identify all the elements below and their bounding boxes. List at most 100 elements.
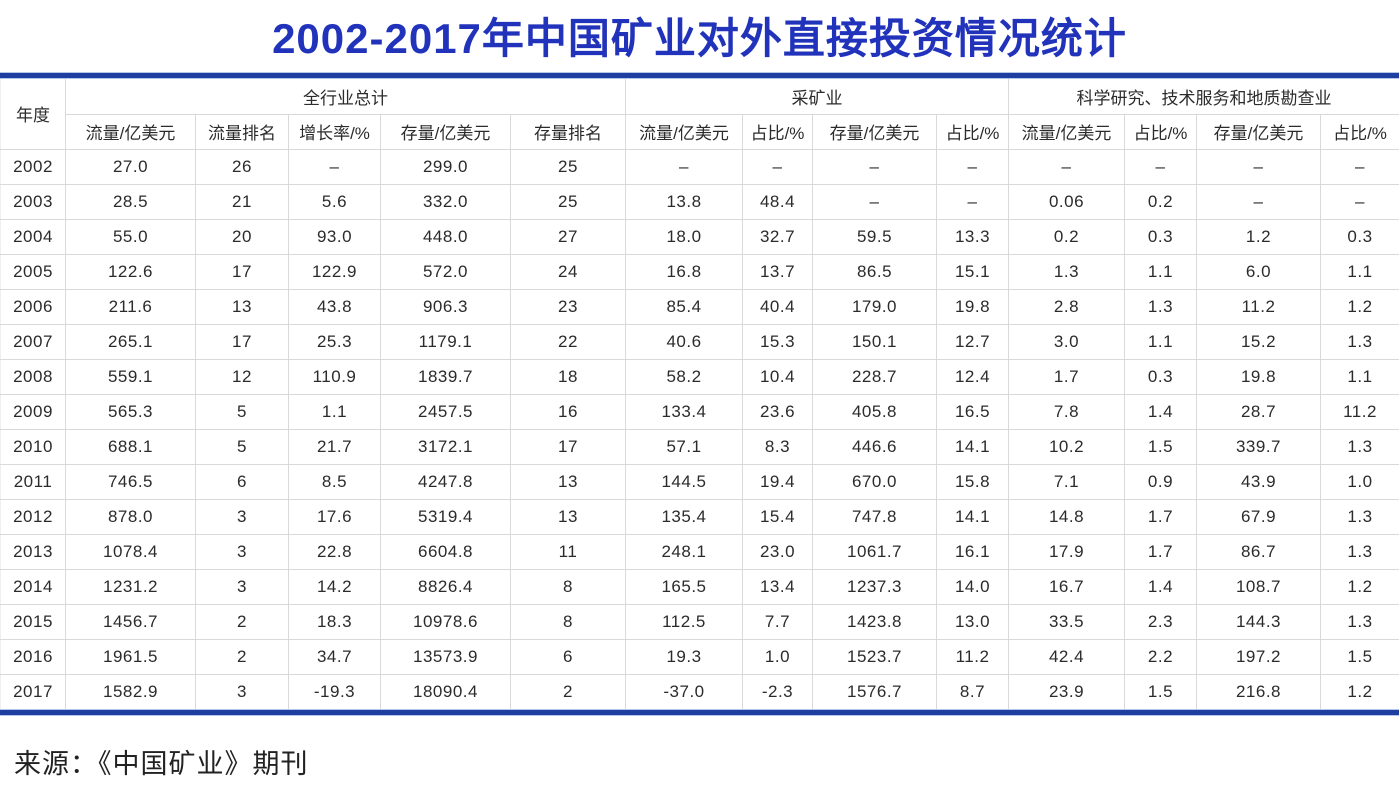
value-cell: 0.2 — [1008, 218, 1125, 255]
value-cell: 42.4 — [1008, 638, 1125, 675]
year-cell: 2012 — [0, 498, 66, 535]
value-cell: 1.0 — [742, 638, 813, 675]
value-cell: 13573.9 — [380, 638, 511, 675]
value-cell: 13 — [510, 498, 626, 535]
value-cell: 27 — [510, 218, 626, 255]
value-cell: 0.3 — [1320, 218, 1399, 255]
page-title: 2002-2017年中国矿业对外直接投资情况统计 — [272, 15, 1127, 62]
value-cell: 11.2 — [1196, 288, 1321, 325]
value-cell: 670.0 — [812, 463, 937, 500]
value-cell: 85.4 — [625, 288, 743, 325]
value-cell: 34.7 — [288, 638, 381, 675]
value-cell: 86.5 — [812, 253, 937, 290]
value-cell: 2.8 — [1008, 288, 1125, 325]
value-cell: 55.0 — [65, 218, 196, 255]
year-cell: 2014 — [0, 568, 66, 605]
value-cell: 12.4 — [936, 358, 1009, 395]
value-cell: 7.1 — [1008, 463, 1125, 500]
value-cell: 21.7 — [288, 428, 381, 465]
value-cell: -19.3 — [288, 673, 381, 709]
value-cell: 0.3 — [1124, 218, 1197, 255]
value-cell: 1423.8 — [812, 603, 937, 640]
value-cell: 17 — [195, 253, 289, 290]
value-cell: 18 — [510, 358, 626, 395]
value-cell: 23.9 — [1008, 673, 1125, 709]
value-cell: 1.1 — [288, 393, 381, 430]
value-cell: 0.2 — [1124, 183, 1197, 220]
value-cell: 5 — [195, 428, 289, 465]
value-cell: 23.0 — [742, 533, 813, 570]
value-cell: 1.3 — [1320, 603, 1399, 640]
value-cell: 11 — [510, 533, 626, 570]
value-cell: 1.5 — [1124, 428, 1197, 465]
col-header: 存量/亿美元 — [812, 113, 937, 150]
value-cell: 1.3 — [1320, 498, 1399, 535]
value-cell: 1.1 — [1320, 253, 1399, 290]
value-cell: 10.4 — [742, 358, 813, 395]
value-cell: 14.8 — [1008, 498, 1125, 535]
group-header-all-industries: 全行业总计 — [65, 79, 626, 115]
value-cell: 12 — [195, 358, 289, 395]
value-cell: – — [1008, 148, 1125, 185]
value-cell: 12.7 — [936, 323, 1009, 360]
value-cell: 144.5 — [625, 463, 743, 500]
value-cell: 1.3 — [1124, 288, 1197, 325]
value-cell: 13 — [195, 288, 289, 325]
value-cell: 25.3 — [288, 323, 381, 360]
value-cell: 11.2 — [936, 638, 1009, 675]
year-cell: 2011 — [0, 463, 66, 500]
value-cell: 8 — [510, 568, 626, 605]
col-header: 存量/亿美元 — [380, 113, 511, 150]
value-cell: 572.0 — [380, 253, 511, 290]
value-cell: 21 — [195, 183, 289, 220]
top-rule — [0, 72, 1399, 79]
value-cell: 40.4 — [742, 288, 813, 325]
table-row: 2014 1231.2 3 14.2 8826.4 8 165.5 13.4 1237.3 14.… — [0, 568, 1399, 605]
value-cell: 3 — [195, 673, 289, 709]
value-cell: – — [936, 183, 1009, 220]
value-cell: 1582.9 — [65, 673, 196, 709]
year-cell: 2017 — [0, 673, 66, 709]
value-cell: 1.4 — [1124, 393, 1197, 430]
value-cell: 13.7 — [742, 253, 813, 290]
value-cell: 32.7 — [742, 218, 813, 255]
value-cell: – — [1124, 148, 1197, 185]
value-cell: 2.2 — [1124, 638, 1197, 675]
value-cell: 13.4 — [742, 568, 813, 605]
value-cell: 1839.7 — [380, 358, 511, 395]
year-cell: 2008 — [0, 358, 66, 395]
value-cell: 18.3 — [288, 603, 381, 640]
value-cell: 40.6 — [625, 323, 743, 360]
year-cell: 2006 — [0, 288, 66, 325]
col-header: 增长率/% — [288, 113, 381, 150]
value-cell: 1061.7 — [812, 533, 937, 570]
value-cell: 0.3 — [1124, 358, 1197, 395]
value-cell: 26 — [195, 148, 289, 185]
value-cell: -37.0 — [625, 673, 743, 709]
value-cell: 48.4 — [742, 183, 813, 220]
value-cell: 122.9 — [288, 253, 381, 290]
col-header: 占比/% — [742, 113, 813, 150]
value-cell: 17.6 — [288, 498, 381, 535]
value-cell: 1576.7 — [812, 673, 937, 709]
value-cell: 299.0 — [380, 148, 511, 185]
value-cell: 165.5 — [625, 568, 743, 605]
value-cell: 3172.1 — [380, 428, 511, 465]
value-cell: 448.0 — [380, 218, 511, 255]
value-cell: 7.7 — [742, 603, 813, 640]
table-row: 2006 211.6 13 43.8 906.3 23 85.4 40.4 179.0 19.8 2… — [0, 288, 1399, 325]
value-cell: – — [936, 148, 1009, 185]
value-cell: 1.3 — [1320, 323, 1399, 360]
table-row: 2016 1961.5 2 34.7 13573.9 6 19.3 1.0 1523.7 11.2… — [0, 638, 1399, 675]
table-row: 2003 28.5 21 5.6 332.0 25 13.8 48.4– –0.06 0.2– – — [0, 183, 1399, 220]
value-cell: 446.6 — [812, 428, 937, 465]
value-cell: 14.0 — [936, 568, 1009, 605]
value-cell: -2.3 — [742, 673, 813, 709]
value-cell: 3 — [195, 498, 289, 535]
year-cell: 2013 — [0, 533, 66, 570]
year-cell: 2016 — [0, 638, 66, 675]
group-header-row: 年度 全行业总计 采矿业 科学研究、技术服务和地质勘查业 — [0, 79, 1399, 150]
value-cell: 1.1 — [1124, 323, 1197, 360]
value-cell: 58.2 — [625, 358, 743, 395]
year-cell: 2002 — [0, 148, 66, 185]
